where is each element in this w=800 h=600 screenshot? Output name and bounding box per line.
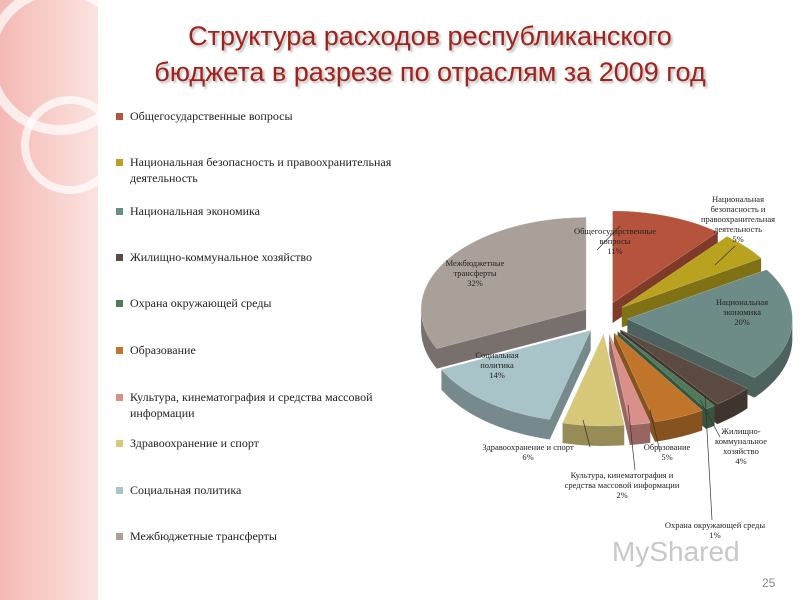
data-label: Культура, кинематография и средства масс…	[556, 470, 688, 500]
legend-text: Жилищно-коммунальное хозяйство	[130, 250, 313, 264]
legend-item: Общегосударственные вопросы	[116, 108, 400, 124]
data-label-name: Образование	[643, 442, 691, 452]
data-label-value: 6%	[522, 452, 534, 462]
leader-line	[699, 399, 721, 438]
legend-swatch	[116, 300, 123, 307]
data-label-value: 4%	[735, 456, 747, 466]
legend-text: Образование	[130, 343, 196, 357]
data-label: Национальная экономика 20%	[704, 297, 780, 327]
leader-line	[704, 394, 713, 521]
legend-text: Общегосударственные вопросы	[130, 109, 293, 123]
watermark: MyShared	[612, 536, 740, 567]
data-label-name: Общегосударственные вопросы	[573, 226, 657, 246]
legend-item: Социальная политика	[116, 482, 400, 498]
deco-circle	[0, 0, 135, 135]
legend-item: Национальная безопасность и правоохранит…	[116, 154, 400, 186]
data-label: Жилищно-коммунальное хозяйство 4%	[706, 426, 776, 466]
leader-line	[714, 245, 736, 266]
data-label-name: Культура, кинематография и средства масс…	[564, 470, 680, 490]
slice	[626, 269, 793, 378]
legend-text: Национальная безопасность и правоохранит…	[130, 155, 392, 185]
legend-swatch	[116, 440, 123, 447]
data-label-name: Здравоохранение и спорт	[482, 442, 574, 452]
leader-line	[649, 409, 661, 453]
legend-item: Жилищно-коммунальное хозяйство	[116, 249, 400, 265]
data-label: Социальная политика 14%	[462, 350, 532, 380]
legend-item: Культура, кинематография и средства масс…	[116, 389, 400, 421]
data-label-value: 32%	[467, 278, 483, 288]
legend-swatch	[116, 487, 123, 494]
slice	[617, 331, 716, 410]
slice	[612, 210, 719, 304]
data-label: Общегосударственные вопросы 11%	[560, 226, 670, 256]
data-label-name: Национальная экономика	[715, 297, 768, 317]
slice	[420, 217, 587, 349]
data-label-name: Социальная политика	[475, 350, 519, 370]
legend-item: Охрана окружающей среды	[116, 295, 400, 311]
legend-swatch	[116, 533, 123, 540]
data-label: Охрана окружающей среды 1%	[640, 520, 790, 540]
leader-line	[596, 225, 621, 251]
data-label-name: Жилищно-коммунальное хозяйство	[715, 426, 767, 456]
legend-text: Охрана окружающей среды	[130, 296, 272, 310]
legend-swatch	[116, 208, 123, 215]
legend-swatch	[116, 113, 123, 120]
slide-number: 25	[762, 576, 776, 590]
data-label-value: 1%	[709, 530, 721, 540]
leader-line	[582, 419, 591, 448]
legend-swatch	[116, 394, 123, 401]
data-label-name: Охрана окружающей среды	[664, 520, 766, 530]
legend-text: Национальная экономика	[130, 204, 260, 218]
legend-swatch	[116, 159, 123, 166]
legend-text: Межбюджетные трансферты	[130, 529, 277, 543]
legend-item: Здравоохранение и спорт	[116, 435, 400, 451]
slide-title: Структура расходов республиканского бюдж…	[154, 21, 706, 87]
deco-circle	[21, 96, 119, 194]
data-label: Национальная безопасность и правоохранит…	[688, 194, 788, 244]
data-label-value: 2%	[616, 490, 628, 500]
data-label-name: Национальная безопасность и правоохранит…	[700, 194, 776, 234]
data-label: Межбюджетные трансферты 32%	[436, 258, 514, 288]
slice	[440, 329, 592, 420]
slice	[613, 332, 703, 423]
data-label-value: 14%	[489, 370, 505, 380]
data-label-value: 20%	[734, 317, 750, 327]
data-label-value: 5%	[732, 234, 744, 244]
legend-text: Здравоохранение и спорт	[130, 436, 259, 450]
data-label-value: 5%	[661, 452, 673, 462]
legend-item: Национальная экономика	[116, 203, 400, 219]
slice	[620, 329, 748, 405]
data-label-value: 11%	[607, 246, 623, 256]
legend-text: Социальная политика	[130, 483, 242, 497]
slice	[562, 333, 625, 427]
data-label: Здравоохранение и спорт 6%	[462, 442, 594, 462]
slice	[608, 333, 651, 426]
legend-swatch	[116, 347, 123, 354]
data-label-name: Межбюджетные трансферты	[445, 258, 505, 278]
legend-item: Межбюджетные трансферты	[116, 528, 400, 544]
legend-item: Образование	[116, 342, 400, 358]
legend-swatch	[116, 254, 123, 261]
data-label: Образование 5%	[642, 442, 692, 462]
leader-line	[627, 404, 636, 471]
legend-text: Культура, кинематография и средства масс…	[130, 390, 373, 420]
